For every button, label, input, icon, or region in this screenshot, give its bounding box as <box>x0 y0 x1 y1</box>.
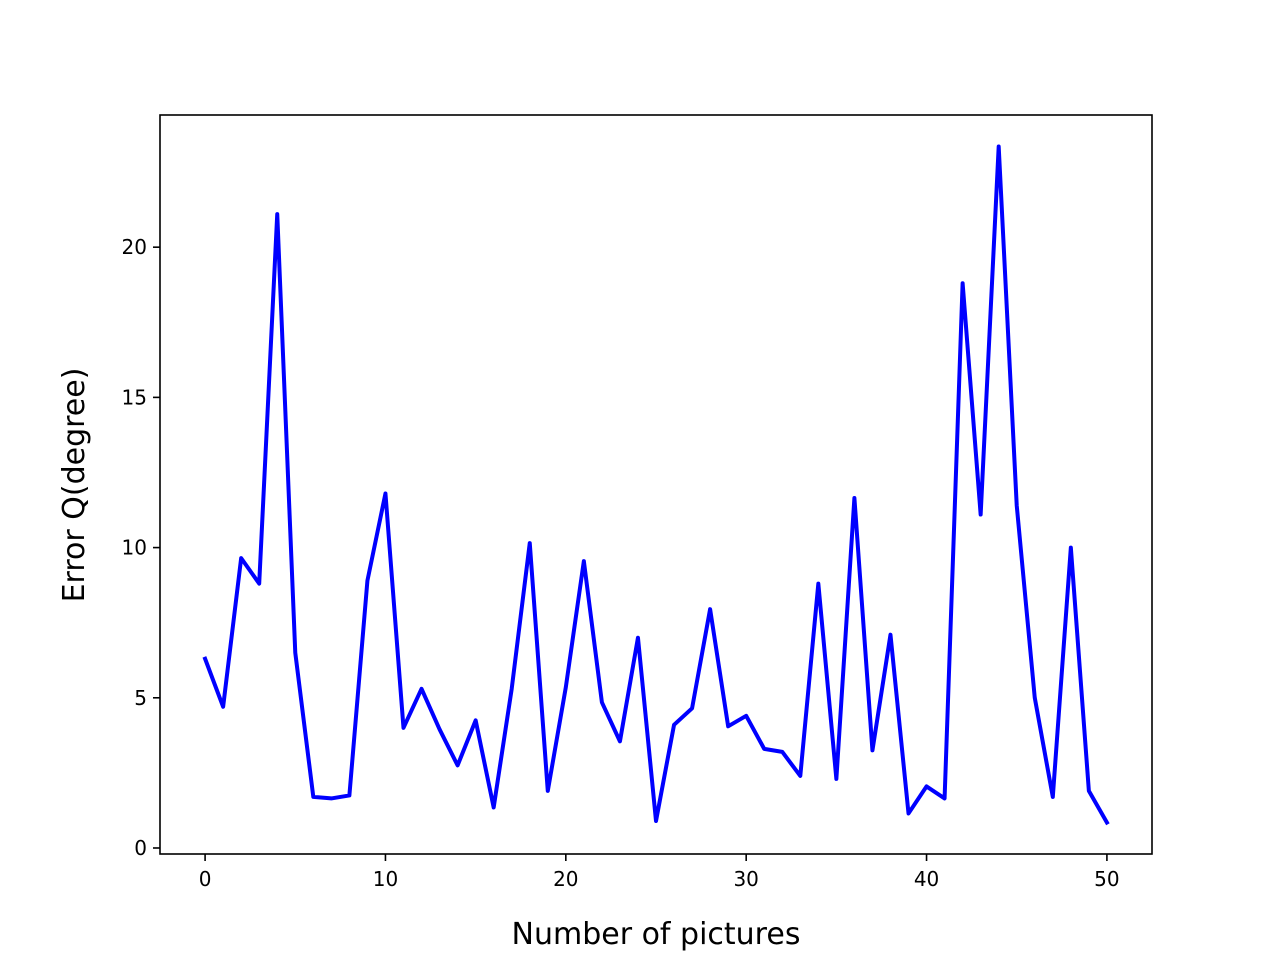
series-layer <box>202 144 1110 826</box>
x-tick-label: 0 <box>199 867 212 891</box>
y-tick-label: 0 <box>134 836 147 860</box>
x-tick-label: 40 <box>914 867 939 891</box>
x-axis-label: Number of pictures <box>512 917 801 952</box>
x-tick-label: 10 <box>373 867 398 891</box>
y-tick-label: 15 <box>122 385 147 409</box>
y-tick-label: 5 <box>134 686 147 710</box>
series-line-1 <box>202 144 1110 826</box>
axis-ticks: 0 10 20 30 40 50 0 5 10 15 20 <box>122 235 1120 891</box>
x-tick-label: 50 <box>1094 867 1119 891</box>
y-axis-label: Error Q(degree) <box>57 368 92 603</box>
x-tick-label: 30 <box>733 867 758 891</box>
y-tick-label: 20 <box>122 235 147 259</box>
plot-frame <box>159 114 1153 855</box>
x-tick-label: 20 <box>553 867 578 891</box>
y-tick-label: 10 <box>122 536 147 560</box>
